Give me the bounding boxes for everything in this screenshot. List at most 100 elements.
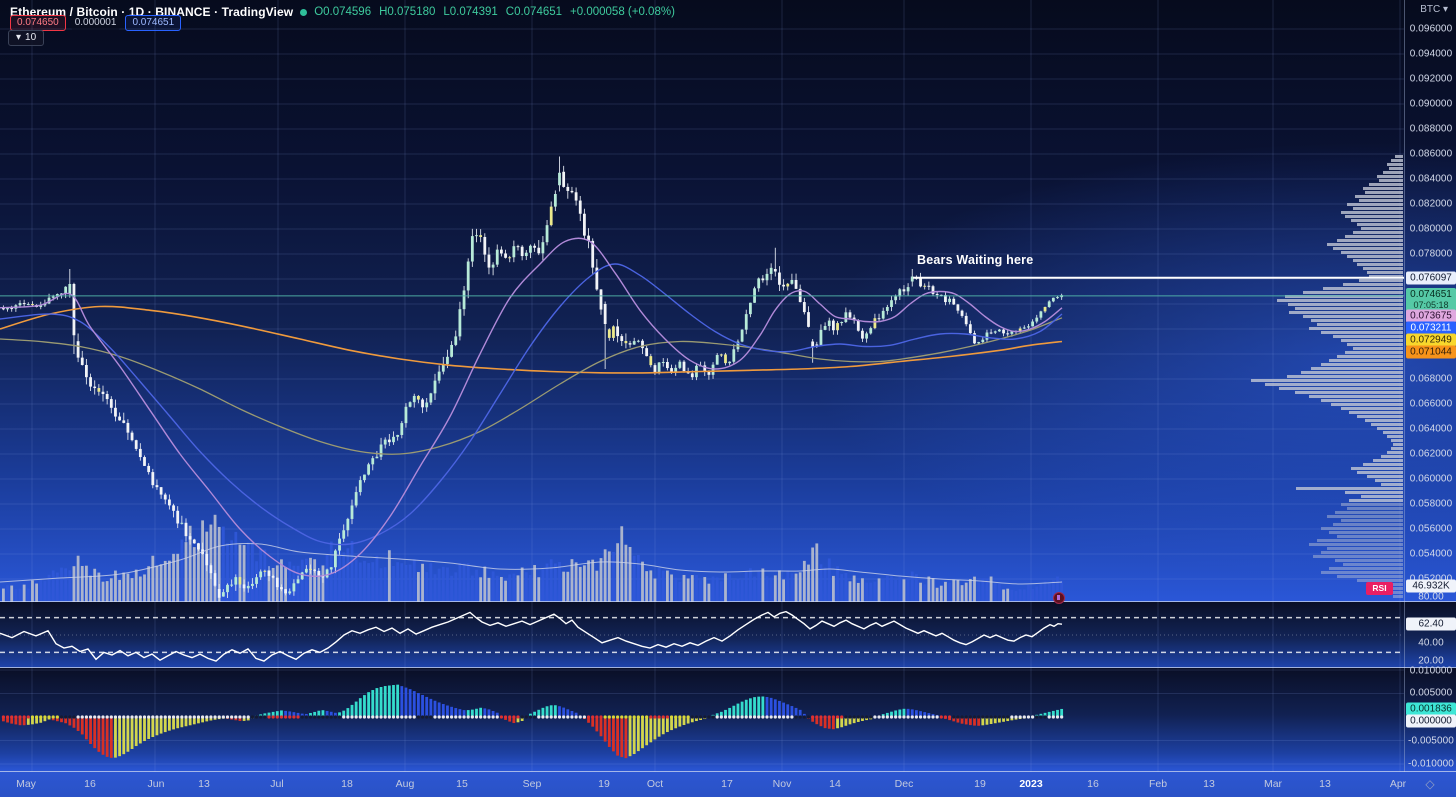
squeeze-bars-layer: [2, 684, 1064, 759]
time-label: Jul: [270, 778, 284, 790]
symbol-title[interactable]: Ethereum / Bitcoin · 1D · BINANCE · Trad…: [10, 5, 294, 19]
price-tick-label: 0.092000: [1409, 73, 1453, 85]
volume-value-badge: 46.932K: [1406, 579, 1456, 593]
market-status-icon[interactable]: [300, 8, 308, 16]
time-label-year: 2023: [1019, 778, 1043, 790]
price-tick-label: 0.064000: [1409, 423, 1453, 435]
time-label: Feb: [1148, 778, 1168, 790]
high-value: H0.075180: [379, 6, 436, 18]
price-tick-label: 0.054000: [1409, 548, 1453, 560]
price-tick-label: 0.082000: [1409, 198, 1453, 210]
price-tick-label: 0.090000: [1409, 98, 1453, 110]
price-chart-canvas[interactable]: [0, 0, 1404, 602]
indicators-collapse-button[interactable]: ▾ 10: [8, 30, 45, 46]
price-tick-label: 0.088000: [1409, 123, 1453, 135]
price-tick-label: 0.094000: [1409, 48, 1453, 60]
countdown-timer: 07:05:18: [1413, 300, 1449, 310]
price-tick-label: 0.086000: [1409, 148, 1453, 160]
time-label: May: [16, 778, 36, 790]
indicators-count: 10: [25, 32, 37, 43]
time-label: Nov: [772, 778, 792, 790]
indicator-tick-label: 0.005000: [1409, 687, 1453, 699]
buy-price-button[interactable]: 0.074651: [125, 15, 182, 31]
time-axis[interactable]: May 16 Jun 13 Jul 18 Aug 15 Sep 19 Oct 17 Nov 14 Dec 19…: [0, 772, 1456, 797]
ma50-line: [0, 263, 1063, 546]
time-label: Aug: [395, 778, 415, 790]
ma50-value-badge: 0.073211: [1406, 321, 1456, 335]
time-label: Apr: [1389, 778, 1407, 790]
indicator-tick-label: 40.00: [1418, 637, 1444, 649]
time-label: 13: [1319, 778, 1331, 790]
pane-separator[interactable]: [0, 601, 1456, 602]
squeeze-value-badge: 0.001836: [1406, 702, 1456, 716]
event-marker-icon[interactable]: [1053, 592, 1065, 604]
last-price-badge: 0.074651 07:05:18: [1406, 288, 1456, 312]
rsi-value-badge: 62.40: [1406, 617, 1456, 631]
rsi-flag-badge[interactable]: RSI: [1366, 582, 1393, 595]
rsi-pane[interactable]: [0, 602, 1456, 668]
ohlc-values: O0.074596 H0.075180 L0.074391 C0.074651 …: [314, 6, 675, 18]
price-tick-label: 0.052000: [1405, 574, 1456, 585]
price-pane[interactable]: Bears Waiting here RSI: [0, 0, 1456, 604]
rsi-grid-layer: [0, 602, 1404, 668]
time-label: 19: [974, 778, 986, 790]
time-label: 19: [598, 778, 610, 790]
time-label: Oct: [646, 778, 664, 790]
resistance-price-badge: 0.076097: [1406, 271, 1456, 285]
indicator-tick-label: -0.010000: [1408, 758, 1454, 770]
price-tick-label: 0.066000: [1409, 398, 1453, 410]
squeeze-grid-layer: [0, 668, 1404, 772]
time-label: 14: [829, 778, 841, 790]
price-tick-label: 0.068000: [1409, 373, 1453, 385]
price-tick-label: 0.062000: [1409, 448, 1453, 460]
indicator-tick-label: 0.010000: [1409, 665, 1453, 677]
axis-unit-toggle[interactable]: BTC ▾: [1420, 4, 1448, 15]
time-label: 16: [1087, 778, 1099, 790]
time-label: 13: [198, 778, 210, 790]
trade-buttons: 0.074650 0.000001 0.074651: [10, 15, 182, 31]
go-to-realtime-button[interactable]: ◇: [1425, 777, 1435, 791]
volume-layer: [2, 514, 1064, 602]
ma200-value-badge: 0.071044: [1406, 345, 1456, 359]
price-tick-label: 0.084000: [1409, 173, 1453, 185]
spread-value: 0.000001: [70, 16, 121, 30]
price-tick-label: 0.056000: [1409, 523, 1453, 535]
chevron-down-icon: ▾: [16, 32, 22, 43]
rsi-line: [0, 610, 1063, 662]
time-label: Mar: [1263, 778, 1283, 790]
ma20-line: [0, 237, 1063, 578]
price-tick-label: 0.058000: [1409, 498, 1453, 510]
squeeze-zero-badge: 0.000000: [1406, 714, 1456, 728]
open-value: O0.074596: [314, 6, 372, 18]
time-label: Dec: [894, 778, 914, 790]
indicator-tick-label: -0.005000: [1408, 735, 1454, 747]
chart-annotation-text[interactable]: Bears Waiting here: [917, 253, 1034, 267]
pane-separator[interactable]: [0, 771, 1456, 772]
price-lines-layer: [0, 276, 1404, 297]
volume-ma-line: [0, 542, 1063, 585]
time-label: Sep: [522, 778, 542, 790]
squeeze-canvas[interactable]: [0, 668, 1404, 772]
price-axis[interactable]: 0.096000 0.094000 0.092000 0.090000 0.088000…: [1404, 0, 1456, 772]
ma200-line: [0, 305, 1063, 374]
time-label: 17: [721, 778, 733, 790]
price-tick-label: 0.060000: [1409, 473, 1453, 485]
low-value: L0.074391: [443, 6, 498, 18]
ma100-line: [0, 317, 1063, 455]
price-tick-label: 0.096000: [1409, 23, 1453, 35]
chart-legend: Ethereum / Bitcoin · 1D · BINANCE · Trad…: [10, 5, 675, 19]
time-label: 13: [1203, 778, 1215, 790]
sell-price-button[interactable]: 0.074650: [10, 15, 66, 31]
rsi-canvas[interactable]: [0, 602, 1404, 668]
price-tick-label: 0.080000: [1409, 223, 1453, 235]
ma20-value-badge: 0.073675: [1406, 309, 1456, 323]
time-label: 16: [84, 778, 96, 790]
time-label: 18: [341, 778, 353, 790]
ma100-value-badge: 0.072949: [1406, 333, 1456, 347]
squeeze-momentum-pane[interactable]: [0, 668, 1456, 772]
time-label: Jun: [147, 778, 165, 790]
pane-separator[interactable]: [0, 667, 1456, 668]
change-value: +0.000058 (+0.08%): [570, 6, 675, 18]
close-value: C0.074651: [505, 6, 563, 18]
